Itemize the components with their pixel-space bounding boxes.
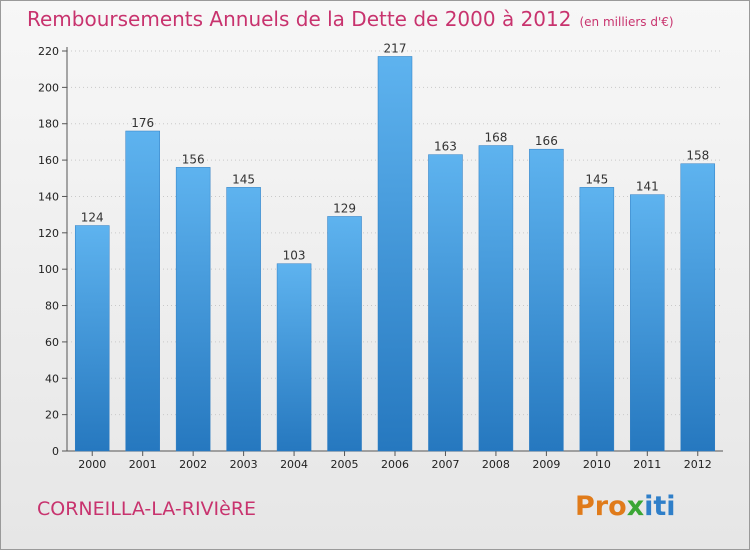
bar-2004 <box>276 263 312 452</box>
logo-letter: P <box>575 491 595 522</box>
logo-letter: i <box>644 491 654 522</box>
bar-2000 <box>74 225 110 452</box>
value-label: 141 <box>636 180 659 194</box>
value-label: 166 <box>535 134 558 148</box>
y-tick-label: 200 <box>38 81 59 94</box>
y-tick-label: 80 <box>45 300 59 313</box>
chart-title-main: Remboursements Annuels de la Dette de 20… <box>27 7 572 31</box>
bar-2001 <box>125 130 160 452</box>
y-tick-label: 0 <box>52 445 59 458</box>
x-tick-label: 2005 <box>331 458 359 471</box>
x-tick-label: 2000 <box>78 458 106 471</box>
bar-2005 <box>327 216 362 452</box>
y-tick-label: 140 <box>38 190 59 203</box>
value-label: 156 <box>182 152 205 166</box>
x-tick-label: 2009 <box>532 458 560 471</box>
logo-letter: x <box>626 491 645 522</box>
x-tick-label: 2007 <box>431 458 459 471</box>
x-tick-label: 2001 <box>129 458 157 471</box>
y-tick-label: 100 <box>38 263 59 276</box>
value-label: 168 <box>484 131 507 145</box>
commune-name: CORNEILLA-LA-RIVIèRE <box>37 498 257 520</box>
labels: 0 20 40 60 80 100 120 140 160 180 200 220 124 2000 176… <box>38 41 712 471</box>
x-tick-label: 2011 <box>633 458 661 471</box>
x-tick-label: 2012 <box>684 458 712 471</box>
bar-2002 <box>175 167 211 452</box>
x-tick-label: 2008 <box>482 458 510 471</box>
chart-title: Remboursements Annuels de la Dette de 20… <box>27 7 674 31</box>
chart-title-unit: (en milliers d'€) <box>579 15 674 29</box>
value-label: 176 <box>131 116 154 130</box>
value-label: 145 <box>232 172 255 186</box>
value-label: 145 <box>585 172 608 186</box>
y-tick-label: 120 <box>38 227 59 240</box>
bar-2003 <box>226 187 261 452</box>
x-tick-label: 2010 <box>583 458 611 471</box>
bar-2010 <box>579 187 615 452</box>
value-label: 129 <box>333 201 356 215</box>
bars <box>74 56 716 452</box>
logo-letter: i <box>666 491 676 522</box>
bar-2009 <box>529 148 564 452</box>
value-label: 163 <box>434 140 457 154</box>
x-tick-label: 2004 <box>280 458 308 471</box>
y-tick-label: 60 <box>45 336 59 349</box>
bar-2011 <box>630 194 665 452</box>
bar-2007 <box>428 154 463 452</box>
x-tick-label: 2003 <box>230 458 258 471</box>
bar-2006 <box>377 56 413 452</box>
x-tick-label: 2002 <box>179 458 207 471</box>
logo-letter: t <box>653 491 667 522</box>
bar-2012 <box>680 163 716 452</box>
logo-letter: o <box>608 491 627 522</box>
value-label: 217 <box>384 41 407 55</box>
y-tick-label: 40 <box>45 372 59 385</box>
logo-letter: r <box>594 491 609 522</box>
y-tick-label: 220 <box>38 45 59 58</box>
x-tick-label: 2006 <box>381 458 409 471</box>
y-tick-label: 160 <box>38 154 59 167</box>
bar-2008 <box>478 145 514 452</box>
y-tick-label: 180 <box>38 118 59 131</box>
y-tick-label: 20 <box>45 409 59 422</box>
proxiti-logo: Proxiti <box>575 491 676 522</box>
value-label: 103 <box>283 249 306 263</box>
value-label: 124 <box>81 211 104 225</box>
value-label: 158 <box>686 149 709 163</box>
